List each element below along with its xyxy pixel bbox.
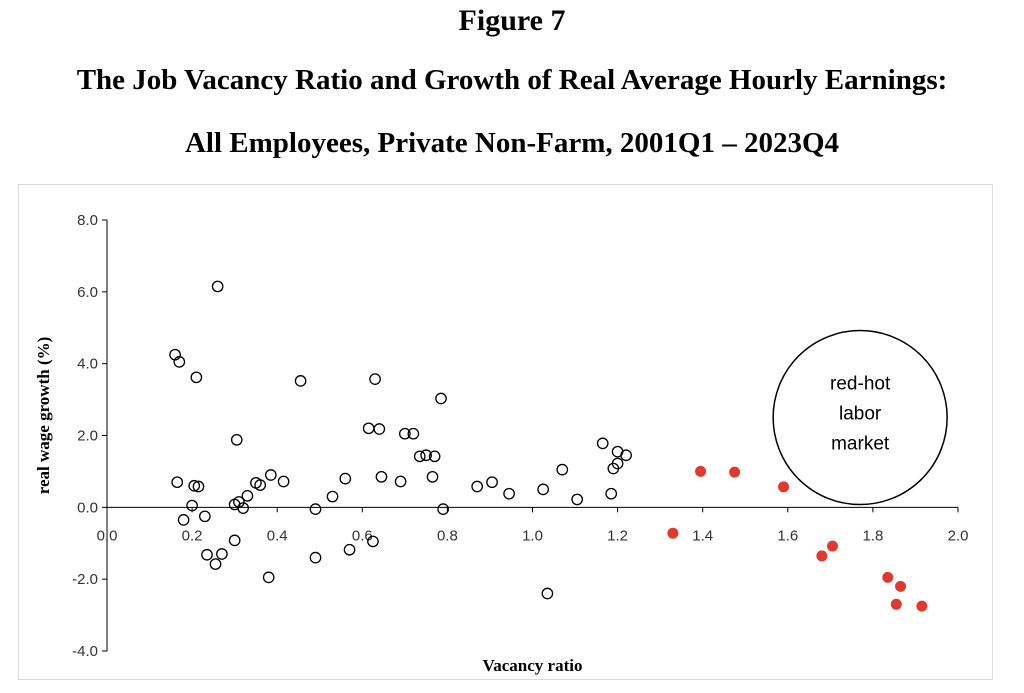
x-tick-label: 1.8 xyxy=(862,527,883,544)
x-axis-title: Vacancy ratio xyxy=(483,656,583,675)
x-tick-label: 0.2 xyxy=(182,527,203,544)
data-point xyxy=(375,470,388,483)
data-point xyxy=(541,587,554,600)
data-point xyxy=(428,450,441,463)
data-point xyxy=(611,457,624,470)
data-point xyxy=(230,433,243,446)
red-hot-point xyxy=(890,598,902,610)
y-axis-title: real wage growth (%) xyxy=(34,337,53,495)
data-point xyxy=(620,449,632,462)
data-point xyxy=(228,534,241,547)
data-point xyxy=(171,476,184,489)
y-tick-label: -4.0 xyxy=(72,643,98,660)
data-point xyxy=(596,437,609,450)
data-point xyxy=(426,470,439,483)
data-point xyxy=(201,548,213,561)
x-tick-label: 1.2 xyxy=(607,527,628,544)
x-tick-label: 0.8 xyxy=(437,527,458,544)
data-point xyxy=(216,548,228,560)
x-tick-label: 1.0 xyxy=(522,527,543,544)
x-tick-label: 0.4 xyxy=(267,527,288,544)
data-point xyxy=(199,510,211,523)
data-point xyxy=(339,472,352,485)
data-point xyxy=(326,490,339,503)
x-tick-label: 1.4 xyxy=(692,527,713,544)
red-hot-annotation: red-hot labor market xyxy=(772,329,948,506)
data-point xyxy=(420,449,432,462)
x-tick-label: 0.0 xyxy=(97,527,118,544)
data-point xyxy=(437,503,449,515)
data-point xyxy=(211,280,224,293)
data-point xyxy=(571,493,584,506)
red-hot-point xyxy=(826,540,838,552)
data-point xyxy=(556,463,569,476)
data-point xyxy=(294,375,307,387)
red-hot-point xyxy=(695,465,707,477)
red-hot-point xyxy=(816,550,828,562)
red-hot-point xyxy=(882,571,894,583)
red-hot-point xyxy=(778,481,790,493)
data-point xyxy=(394,475,407,488)
y-tick-label: 0.0 xyxy=(77,499,98,516)
data-point xyxy=(192,480,205,493)
annotation-line-1: red-hot xyxy=(830,374,891,395)
y-tick-label: 6.0 xyxy=(77,284,98,301)
chart-title-line1: The Job Vacancy Ratio and Growth of Real… xyxy=(76,64,948,96)
data-point xyxy=(309,503,322,515)
data-point xyxy=(343,543,356,556)
data-point xyxy=(537,483,549,496)
figure-label: Figure 7 xyxy=(458,4,566,37)
data-point xyxy=(237,502,250,514)
annotation-line-3: market xyxy=(831,434,890,455)
data-point xyxy=(209,558,222,570)
data-point xyxy=(241,489,254,502)
data-point xyxy=(173,356,186,368)
red-hot-point xyxy=(667,527,679,539)
y-tick-label: 2.0 xyxy=(77,428,98,445)
data-point xyxy=(190,371,203,384)
data-point xyxy=(277,475,290,488)
data-point xyxy=(486,476,498,489)
y-tick-label: 8.0 xyxy=(77,212,98,229)
data-point xyxy=(188,479,201,492)
data-point xyxy=(503,487,515,500)
chart-title-line2: All Employees, Private Non-Farm, 2001Q1 … xyxy=(184,127,840,159)
data-point xyxy=(177,514,190,526)
red-hot-point xyxy=(729,466,741,478)
x-tick-label: 0.6 xyxy=(352,527,373,544)
data-point xyxy=(407,427,420,440)
data-point xyxy=(367,535,379,548)
x-tick-label: 2.0 xyxy=(948,527,969,544)
data-point xyxy=(369,373,381,385)
data-point xyxy=(373,423,386,435)
data-point xyxy=(398,427,411,440)
y-tick-label: 4.0 xyxy=(77,356,98,373)
tick-labels: 8.0 6.0 4.0 2.0 0.0 -2.0 -4.0 0.0 0.2 0.4 0.6 0.8 1.… xyxy=(72,212,968,660)
annotation-circle xyxy=(772,329,948,506)
data-point xyxy=(471,480,484,493)
red-hot-point xyxy=(895,580,907,592)
chart-frame: 8.0 6.0 4.0 2.0 0.0 -2.0 -4.0 0.0 0.2 0.4 0.6 0.8 1.… xyxy=(18,184,993,680)
data-point xyxy=(233,496,245,508)
data-point xyxy=(262,571,275,584)
red-hot-point xyxy=(916,600,928,612)
scatter-plot: 8.0 6.0 4.0 2.0 0.0 -2.0 -4.0 0.0 0.2 0.4 0.6 0.8 1.… xyxy=(34,212,968,675)
data-point xyxy=(254,479,267,491)
data-point xyxy=(605,487,618,500)
data-points xyxy=(169,280,928,612)
y-tick-label: -2.0 xyxy=(72,571,98,588)
data-point xyxy=(413,450,426,463)
data-point xyxy=(435,392,447,405)
data-point xyxy=(264,469,277,481)
x-tick-label: 1.6 xyxy=(777,527,798,544)
data-point xyxy=(186,499,198,512)
annotation-line-2: labor xyxy=(839,404,882,425)
data-point xyxy=(362,422,375,435)
data-point xyxy=(309,551,322,564)
